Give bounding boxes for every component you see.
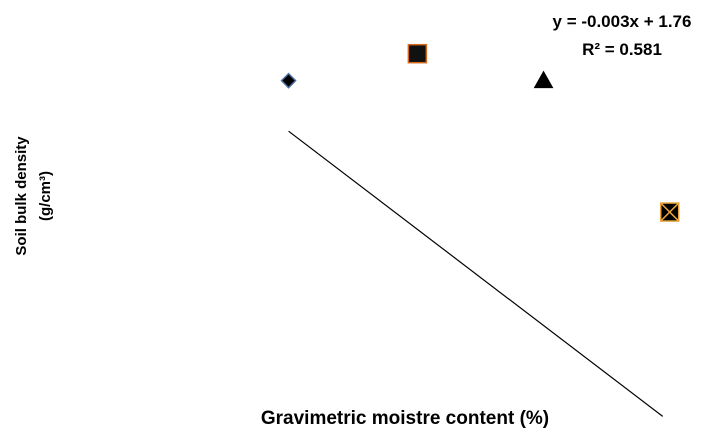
y-axis-title-line1: Soil bulk density bbox=[13, 136, 30, 256]
y-axis-title-line2: (g/cm³) bbox=[37, 171, 54, 221]
data-point-2 bbox=[407, 43, 428, 64]
trendline-equation: y = -0.003x + 1.76 bbox=[553, 12, 692, 31]
trendline-layer bbox=[288, 130, 664, 417]
data-point-3 bbox=[533, 70, 554, 89]
trendline bbox=[288, 130, 664, 417]
points-layer bbox=[280, 43, 680, 222]
data-point-1 bbox=[280, 72, 297, 89]
data-point-4 bbox=[659, 202, 680, 222]
x-axis-title: Gravimetric moistre content (%) bbox=[261, 408, 549, 429]
trendline-r-squared: R² = 0.581 bbox=[582, 40, 662, 59]
